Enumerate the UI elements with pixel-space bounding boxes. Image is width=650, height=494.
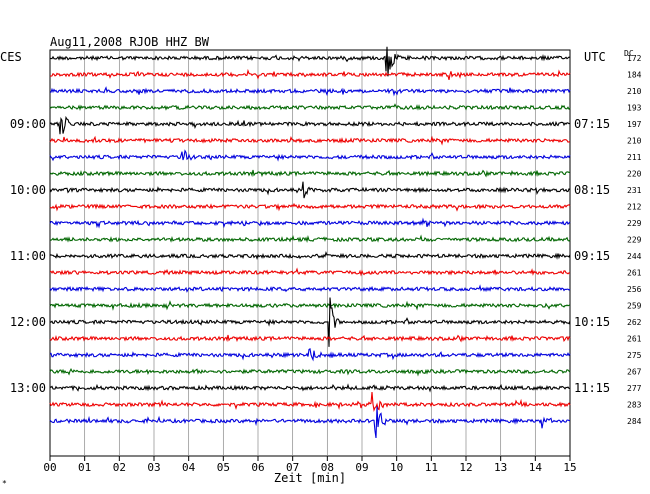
dc-value-label: 210 xyxy=(627,137,642,146)
x-tick-label: 13 xyxy=(494,461,507,474)
left-time-label: 09:00 xyxy=(10,117,46,131)
x-tick-label: 12 xyxy=(459,461,472,474)
trace-line xyxy=(49,115,571,135)
trace-line xyxy=(49,391,571,413)
trace-line xyxy=(49,284,571,293)
dc-value-label: 261 xyxy=(627,335,642,344)
minute-grid xyxy=(49,49,571,457)
x-tick-label: 11 xyxy=(425,461,438,474)
trace-line xyxy=(49,267,571,277)
dc-value-label: 262 xyxy=(627,318,642,327)
trace-line xyxy=(49,135,571,146)
left-time-label: 13:00 xyxy=(10,381,46,395)
right-time-label: 10:15 xyxy=(574,315,610,329)
x-axis: 00 01 02 03 04 05 06 07 08 09 10 11 12 13 14 15 xyxy=(43,456,577,474)
dc-value-label: 229 xyxy=(627,236,642,245)
trace-line xyxy=(49,251,571,261)
dc-value-label: 220 xyxy=(627,170,642,179)
dc-value-label: 184 xyxy=(627,71,642,80)
x-tick-label: 01 xyxy=(78,461,91,474)
dc-value-label: 197 xyxy=(627,120,642,129)
right-timezone-label: UTC xyxy=(584,50,606,64)
right-time-label: 11:15 xyxy=(574,381,610,395)
dc-value-label: 212 xyxy=(627,203,642,212)
x-tick-label: 07 xyxy=(286,461,299,474)
dc-value-label: 284 xyxy=(627,417,642,426)
trace-line xyxy=(49,169,571,178)
dc-value-label: 259 xyxy=(627,302,642,311)
chart-title: Aug11,2008 RJOB HHZ BW xyxy=(50,35,210,49)
trace-line xyxy=(49,406,571,439)
trace-line xyxy=(49,217,571,229)
dc-value-label: 211 xyxy=(627,153,642,162)
trace-line xyxy=(49,46,571,77)
dc-value-label: 261 xyxy=(627,269,642,278)
left-time-label: 12:00 xyxy=(10,315,46,329)
trace-line xyxy=(49,300,571,311)
dc-value-label: 244 xyxy=(627,252,642,261)
left-timezone-label: CES xyxy=(0,50,22,64)
left-time-label: 11:00 xyxy=(10,249,46,263)
trace-line xyxy=(49,149,571,162)
dc-value-label: 231 xyxy=(627,186,642,195)
dc-value-label: 256 xyxy=(627,285,642,294)
trace-line xyxy=(49,68,571,81)
dc-value-label: 277 xyxy=(627,384,642,393)
x-tick-label: 09 xyxy=(355,461,368,474)
x-tick-label: 05 xyxy=(217,461,230,474)
dc-value-label: 193 xyxy=(627,104,642,113)
dc-value-label: 229 xyxy=(627,219,642,228)
dc-value-label: 275 xyxy=(627,351,642,360)
x-tick-label: 02 xyxy=(113,461,126,474)
dc-value-label: 267 xyxy=(627,368,642,377)
left-time-label: 10:00 xyxy=(10,183,46,197)
right-time-label: 08:15 xyxy=(574,183,610,197)
dc-value-label: 210 xyxy=(627,87,642,96)
x-tick-label: 03 xyxy=(147,461,160,474)
trace-line xyxy=(49,181,571,199)
trace-line xyxy=(49,297,571,347)
trace-line xyxy=(49,368,571,377)
right-time-label: 07:15 xyxy=(574,117,610,131)
trace-line xyxy=(49,334,571,343)
footer-marker: * xyxy=(2,479,7,488)
trace-line xyxy=(49,234,571,243)
x-tick-label: 10 xyxy=(390,461,403,474)
dc-value-label: 283 xyxy=(627,401,642,410)
x-axis-label: Zeit [min] xyxy=(274,471,346,485)
x-tick-label: 15 xyxy=(563,461,576,474)
x-tick-label: 08 xyxy=(321,461,334,474)
trace-line xyxy=(49,347,571,362)
trace-line xyxy=(49,202,571,212)
x-tick-label: 14 xyxy=(529,461,543,474)
trace-line xyxy=(49,383,571,393)
seismic-traces xyxy=(49,46,571,439)
trace-line xyxy=(49,86,571,97)
x-tick-label: 04 xyxy=(182,461,196,474)
plot-frame xyxy=(49,49,571,457)
x-tick-label: 06 xyxy=(251,461,264,474)
right-time-label: 09:15 xyxy=(574,249,610,263)
x-tick-label: 00 xyxy=(43,461,56,474)
dc-value-label: 172 xyxy=(627,54,642,63)
dc-header-label: DC xyxy=(624,49,634,58)
trace-line xyxy=(49,103,571,112)
